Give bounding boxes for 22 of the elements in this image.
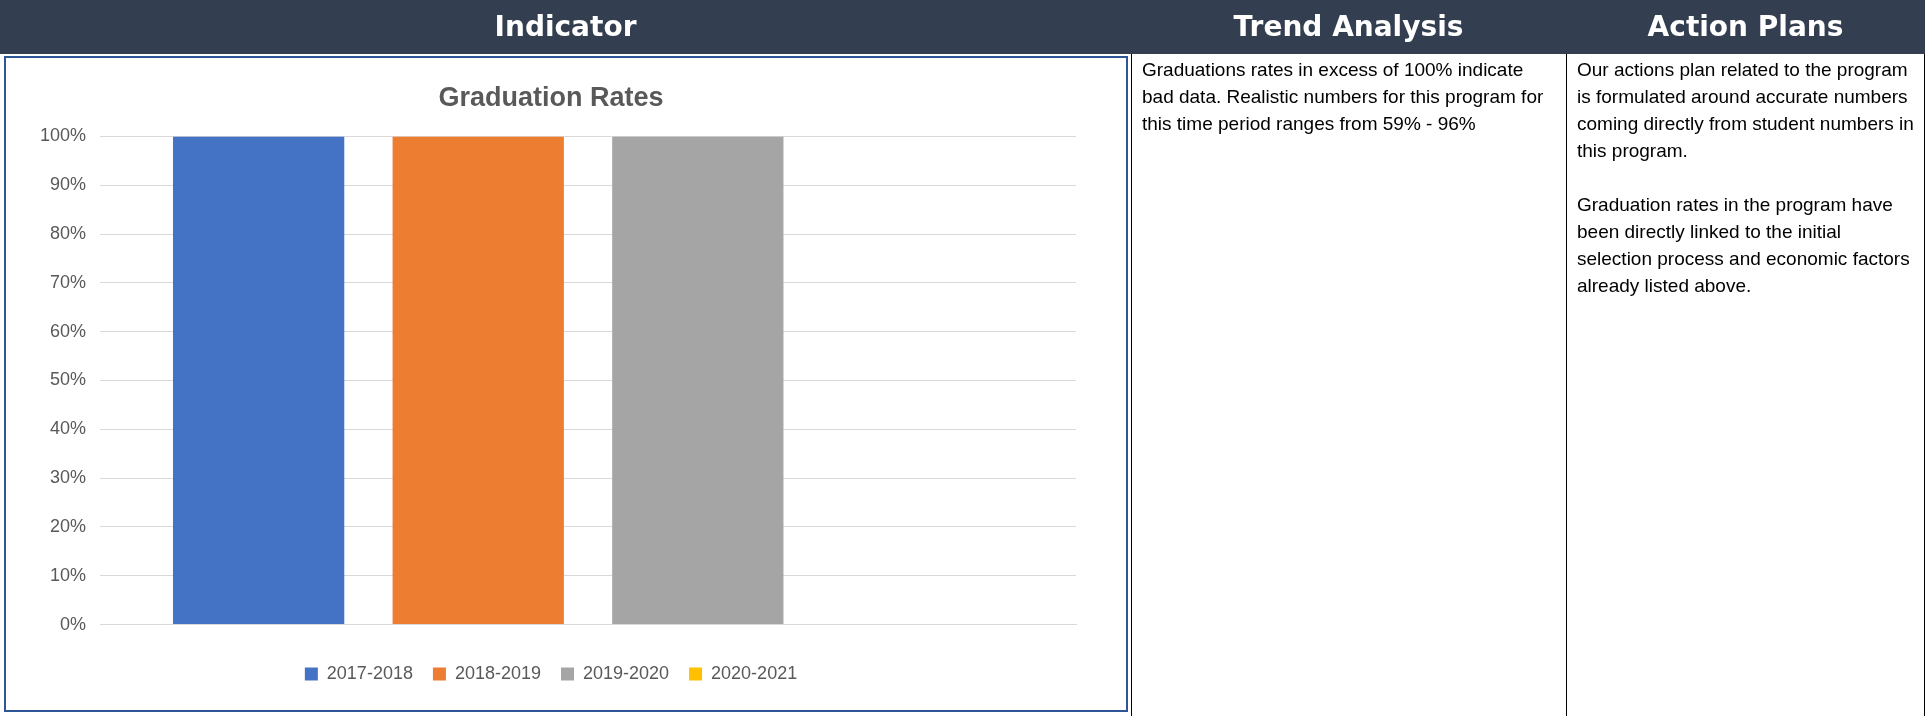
y-tick-label: 50% <box>50 369 87 390</box>
y-tick-label: 100% <box>39 125 87 146</box>
y-tick-label: 60% <box>50 320 87 341</box>
y-tick-label: 30% <box>50 467 87 488</box>
legend-label: 2018-2019 <box>454 662 542 683</box>
text: Our actions plan related to the program is formulated around accurate numbers coming directly from student numbers in this program. <box>1577 58 1914 163</box>
legend-label: 2020-2021 <box>711 662 798 683</box>
y-tick-label: 80% <box>50 223 87 244</box>
text: Trend Analysis <box>1232 9 1465 45</box>
text: Graduations rates in excess of 100% indicate bad data. Realistic numbers for this program for this time period ranges from 59% - 96% <box>1131 54 1566 716</box>
y-tick-label: 10% <box>50 564 87 585</box>
text: Action Plans <box>1646 9 1845 45</box>
text: Indicator <box>493 9 638 45</box>
legend-label: 2017-2018 <box>326 662 413 683</box>
chart-title: Graduation Rates <box>438 81 664 112</box>
text: Graduation rates in the program have been directly linked to the initial selection process and economic factors already listed above. <box>1577 193 1911 298</box>
y-tick-label: 0% <box>60 613 87 634</box>
legend-label: 2019-2020 <box>583 662 670 683</box>
y-tick-label: 20% <box>50 515 87 536</box>
y-tick-label: 40% <box>50 418 87 439</box>
y-tick-label: 90% <box>50 174 87 195</box>
y-tick-label: 70% <box>50 271 87 292</box>
